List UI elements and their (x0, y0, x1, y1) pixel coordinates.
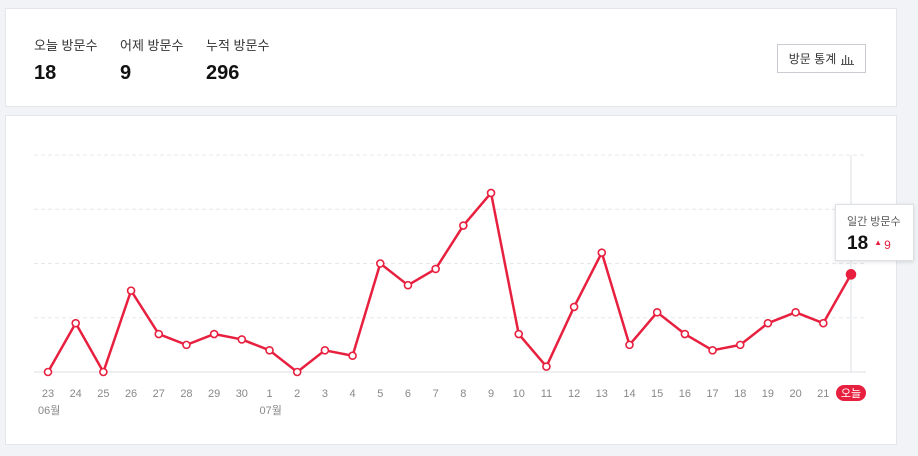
x-tick-label: 23 (42, 388, 54, 400)
tooltip-value: 18 (847, 233, 869, 254)
data-point[interactable] (237, 335, 247, 344)
x-tick-label: 11 (541, 388, 552, 400)
stat-yesterday-label: 어제 방문수 (120, 38, 184, 53)
visit-summary-panel: 오늘 방문수 18 어제 방문수 9 누적 방문수 296 방문 통계 (5, 8, 897, 107)
data-point[interactable] (459, 221, 468, 230)
data-point[interactable] (569, 302, 579, 312)
stat-today-value: 18 (34, 62, 57, 84)
data-point[interactable] (791, 308, 800, 317)
data-point[interactable] (763, 318, 773, 328)
data-point[interactable] (735, 340, 745, 350)
data-point[interactable] (708, 345, 717, 355)
data-point[interactable] (486, 188, 496, 198)
data-point[interactable] (680, 329, 690, 339)
x-tick-label: 26 (125, 388, 137, 400)
stat-today-label: 오늘 방문수 (34, 38, 98, 53)
visits-series-line (46, 191, 853, 374)
chart-series (46, 191, 853, 374)
x-tick-label: 4 (350, 388, 356, 400)
x-tick-label: 13 (596, 388, 608, 400)
data-point[interactable] (265, 345, 274, 355)
x-tick-label: 8 (460, 388, 466, 400)
data-point[interactable] (652, 308, 662, 317)
daily-visits-chart-panel (5, 115, 897, 445)
data-point[interactable] (320, 345, 330, 355)
bar-chart-icon (841, 53, 855, 65)
tooltip-delta: 9 (884, 238, 891, 252)
x-tick-label: 19 (762, 388, 774, 400)
data-point[interactable] (182, 340, 191, 350)
data-point[interactable] (126, 286, 136, 295)
x-tick-label: 1 (266, 388, 272, 400)
x-tick-label: 30 (236, 388, 248, 400)
data-point[interactable] (514, 329, 524, 339)
x-tick-label: 9 (488, 388, 494, 400)
x-tick-label: 7 (433, 388, 439, 400)
data-point[interactable] (99, 367, 108, 377)
data-point[interactable] (625, 340, 634, 350)
x-tick-label: 2 (294, 388, 300, 400)
x-tick-label: 18 (734, 388, 746, 400)
data-point[interactable] (597, 248, 607, 257)
x-tick-label-today: 오늘 (841, 387, 861, 400)
x-tick-label: 25 (97, 388, 109, 400)
data-point[interactable] (154, 329, 164, 339)
data-point[interactable] (819, 318, 828, 328)
x-tick-label: 17 (706, 388, 718, 400)
stat-total-value: 296 (206, 62, 240, 84)
visit-stats-button[interactable]: 방문 통계 (777, 44, 866, 73)
data-point[interactable] (209, 329, 219, 339)
stat-today: 오늘 방문수 18 (34, 35, 97, 85)
data-point[interactable] (348, 351, 357, 361)
x-tick-label: 21 (817, 388, 829, 400)
triangle-up-icon: ▲ (874, 238, 883, 247)
x-tick-label: 15 (651, 388, 663, 400)
stat-total: 누적 방문수 296 (206, 35, 269, 85)
data-point[interactable] (542, 362, 551, 371)
x-tick-label: 29 (208, 388, 220, 400)
data-point[interactable] (71, 318, 80, 328)
x-tick-label: 16 (679, 388, 691, 400)
chart-x-axis: 23 24 25 26 27 28 29 30 1 2 3 4 5 6 7 8 9 10 11 12 13 14 15 16 1… (38, 385, 866, 417)
today-badge (836, 385, 866, 401)
tooltip-label: 일간 방문수 (847, 216, 901, 228)
x-tick-label: 5 (377, 388, 383, 400)
chart-grid (34, 154, 866, 373)
x-tick-label: 3 (322, 388, 328, 400)
stat-total-label: 누적 방문수 (206, 38, 270, 53)
month-label: 07월 (260, 404, 282, 417)
data-point[interactable] (375, 259, 385, 268)
stat-yesterday-value: 9 (120, 62, 132, 84)
x-tick-label: 27 (153, 388, 165, 400)
x-tick-label: 28 (180, 388, 192, 400)
visit-stats-button-label: 방문 통계 (788, 52, 837, 66)
month-label: 06월 (38, 404, 60, 417)
x-tick-label: 6 (405, 388, 411, 400)
data-point[interactable] (43, 367, 53, 377)
x-tick-label: 10 (513, 388, 525, 400)
daily-visits-tooltip: 일간 방문수 18 ▲ 9 (835, 204, 914, 261)
chart-points (43, 188, 857, 377)
data-point[interactable] (292, 367, 302, 377)
x-tick-label: 14 (623, 388, 635, 400)
data-point[interactable] (403, 280, 413, 290)
stat-yesterday: 어제 방문수 9 (120, 35, 183, 85)
data-point-today[interactable] (845, 269, 857, 280)
x-tick-label: 20 (789, 388, 801, 400)
data-point[interactable] (431, 264, 440, 274)
x-tick-label: 24 (70, 388, 82, 400)
x-tick-label: 12 (568, 388, 580, 400)
